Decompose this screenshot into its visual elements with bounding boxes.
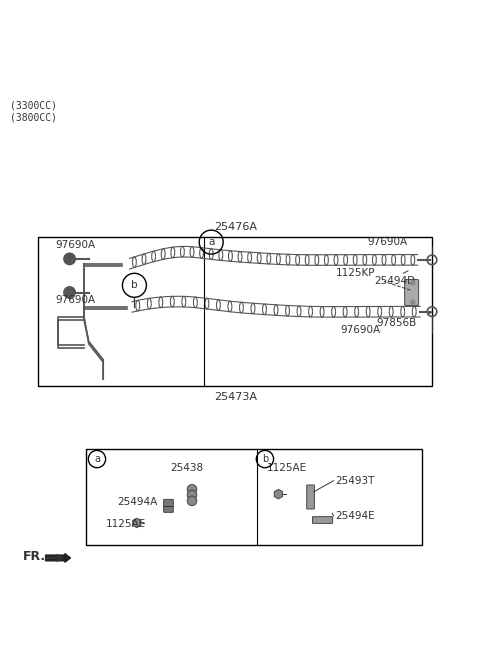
FancyBboxPatch shape — [164, 499, 173, 512]
Bar — [38, 237, 432, 386]
FancyArrow shape — [46, 554, 71, 562]
Bar — [86, 449, 422, 545]
Circle shape — [64, 253, 75, 265]
Text: 25493T: 25493T — [335, 476, 374, 486]
Circle shape — [187, 490, 197, 500]
Circle shape — [411, 300, 415, 304]
Text: 1125AE: 1125AE — [266, 463, 307, 472]
FancyBboxPatch shape — [405, 279, 419, 306]
Text: 25473A: 25473A — [214, 392, 257, 402]
Text: a: a — [94, 454, 100, 464]
Text: 97690A: 97690A — [55, 295, 96, 305]
Circle shape — [187, 484, 197, 494]
Text: b: b — [262, 454, 268, 464]
Text: 25494A: 25494A — [118, 497, 158, 507]
Text: 25476A: 25476A — [214, 221, 257, 231]
Text: 97690A: 97690A — [341, 325, 381, 335]
Text: FR.: FR. — [23, 550, 46, 563]
Circle shape — [187, 496, 197, 506]
Circle shape — [411, 281, 415, 285]
Text: 25438: 25438 — [170, 463, 204, 472]
Text: 1125KP: 1125KP — [336, 268, 375, 279]
Text: 25494D: 25494D — [374, 277, 416, 286]
Text: (3300CC): (3300CC) — [10, 101, 57, 110]
Text: 25494E: 25494E — [335, 510, 375, 521]
Text: b: b — [131, 281, 138, 290]
Text: 97690A: 97690A — [55, 240, 96, 250]
Text: 1125AE: 1125AE — [106, 519, 146, 529]
Text: a: a — [208, 237, 215, 247]
FancyBboxPatch shape — [312, 516, 333, 524]
Text: 97856B: 97856B — [377, 318, 417, 328]
Circle shape — [64, 286, 75, 298]
Text: 97690A: 97690A — [367, 237, 408, 247]
FancyBboxPatch shape — [307, 485, 314, 509]
Text: (3800CC): (3800CC) — [10, 112, 57, 122]
